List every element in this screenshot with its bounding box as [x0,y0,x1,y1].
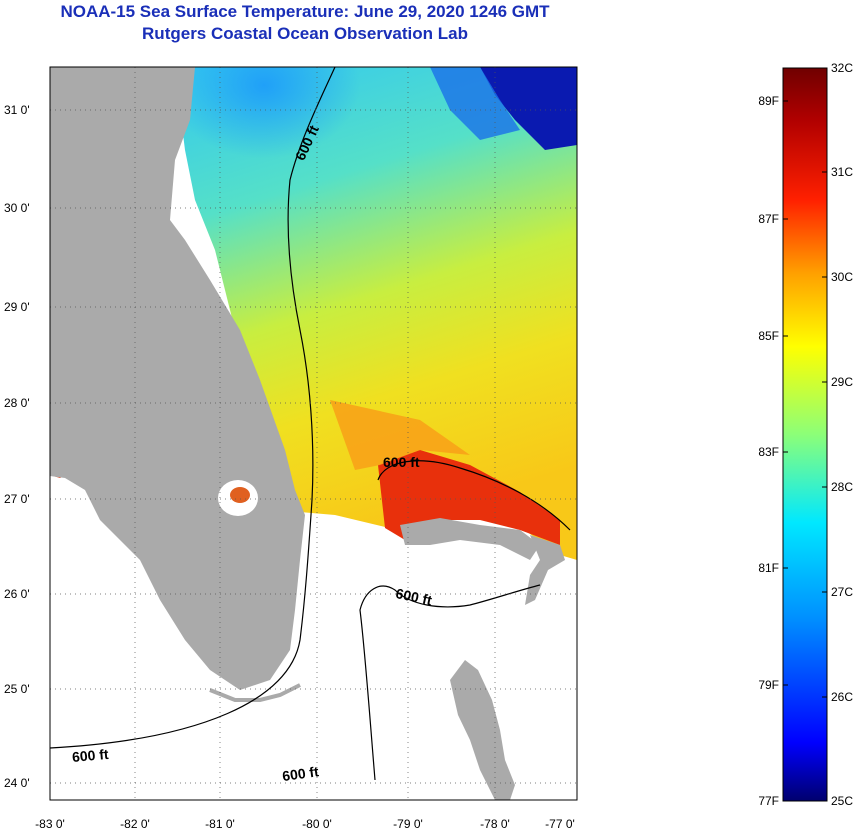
contour-label: 600 ft [281,763,320,784]
florida-keys [209,683,301,702]
colorbar-fahrenheit-label: 85F [758,329,779,343]
contour-label: 600 ft [71,746,109,765]
lat-tick-label: 31 0' [4,103,30,117]
florida-land [50,67,305,690]
lon-tick-label: -80 0' [302,817,332,831]
colorbar-celsius-label: 28C [831,480,853,494]
lat-tick-label: 25 0' [4,682,30,696]
lon-tick-label: -77 0' [545,817,575,831]
colorbar-celsius-label: 29C [831,375,853,389]
lon-tick-label: -78 0' [480,817,510,831]
lon-tick-label: -82 0' [120,817,150,831]
map-subtitle: Rutgers Coastal Ocean Observation Lab [142,24,468,43]
colorbar-celsius-label: 31C [831,165,853,179]
contour-600ft-bahamas [377,460,571,531]
contour-600ft-east-florida [50,67,336,749]
contour-label: 600 ft [394,585,433,608]
colorbar-fahrenheit-label: 83F [758,445,779,459]
colorbar-fahrenheit-label: 81F [758,561,779,575]
colorbar-celsius-label: 27C [831,585,853,599]
map-title: NOAA-15 Sea Surface Temperature: June 29… [60,2,550,21]
colorbar-fahrenheit-label: 77F [758,794,779,808]
contour-600ft-south [359,584,541,781]
abaco-island [525,535,565,605]
lat-tick-label: 29 0' [4,300,30,314]
colorbar-fahrenheit-label: 87F [758,212,779,226]
sst-swath-cool-north [180,67,420,250]
grand-bahama [400,518,540,560]
map-border [49,66,578,801]
lon-tick-label: -81 0' [205,817,235,831]
contour-label: 600 ft [383,454,420,470]
colorbar-celsius-label: 30C [831,270,853,284]
lon-tick-label: -79 0' [393,817,423,831]
colorbar-fahrenheit-label: 89F [758,94,779,108]
sst-cold-patch [480,67,577,150]
lat-tick-label: 27 0' [4,492,30,506]
colorbar [782,67,828,802]
lat-tick-label: 24 0' [4,776,30,790]
lon-tick-label: -83 0' [35,817,65,831]
andros-island [450,660,515,800]
colorbar-celsius-label: 25C [831,794,853,808]
lat-tick-label: 28 0' [4,396,30,410]
colorbar-celsius-label: 32C [831,61,853,75]
colorbar-fahrenheit-label: 79F [758,678,779,692]
lat-tick-label: 26 0' [4,587,30,601]
colorbar-celsius-label: 26C [831,690,853,704]
graticule [50,67,577,800]
lat-tick-label: 30 0' [4,201,30,215]
